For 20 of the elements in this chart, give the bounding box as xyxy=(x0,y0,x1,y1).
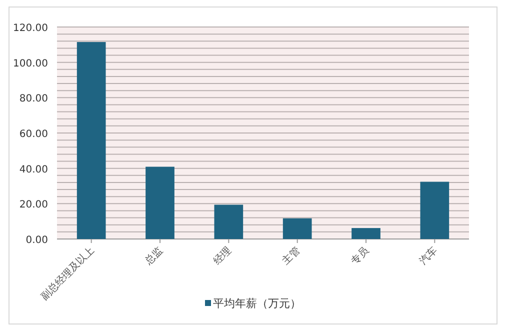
y-tick-label: 0.00 xyxy=(26,235,48,246)
y-tick-label: 80.00 xyxy=(19,94,48,105)
y-tick-label: 20.00 xyxy=(19,200,48,211)
bar xyxy=(146,166,174,239)
x-tick-label: 副总经理及以上 xyxy=(38,244,96,303)
x-tick-label: 经理 xyxy=(211,244,234,268)
legend-label: 平均年薪（万元） xyxy=(213,297,301,310)
x-tick-label: 总监 xyxy=(142,244,166,268)
y-tick-label: 40.00 xyxy=(19,164,48,176)
x-tick-label: 汽车 xyxy=(417,244,440,268)
bar xyxy=(214,204,244,239)
bar xyxy=(282,218,312,239)
bar xyxy=(76,42,106,239)
x-tick-label: 主管 xyxy=(280,244,302,268)
bar xyxy=(420,182,450,239)
y-tick-label: 120.00 xyxy=(13,23,48,34)
x-tick-label: 专员 xyxy=(348,244,372,268)
y-tick-label: 60.00 xyxy=(19,129,48,140)
y-tick-label: 100.00 xyxy=(13,58,48,70)
bar xyxy=(352,228,380,239)
